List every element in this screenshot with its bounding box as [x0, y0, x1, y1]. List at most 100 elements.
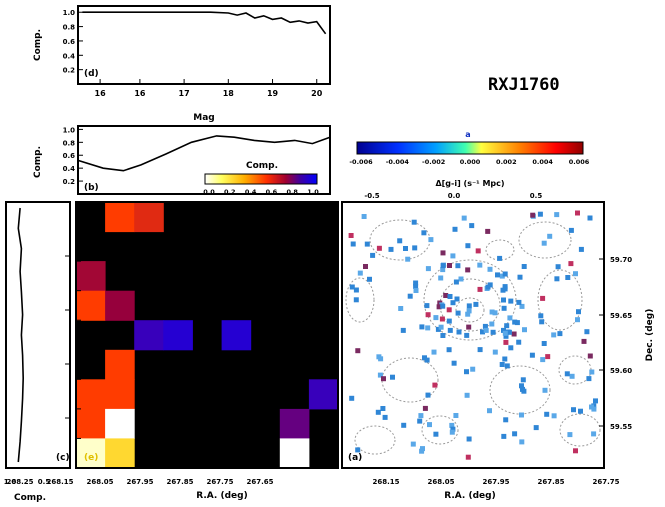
galaxy-point [440, 303, 446, 309]
scatter-xtick-label: 267.85 [537, 478, 564, 486]
galaxy-point [485, 228, 491, 234]
top-ytick-label: 0.4 [63, 52, 76, 60]
galaxy-point [350, 241, 356, 247]
density-contour [439, 278, 501, 332]
galaxy-point [466, 324, 472, 330]
galaxy-point [540, 357, 546, 363]
galaxy-point [499, 362, 505, 367]
density-contour [559, 413, 601, 447]
galaxy-point [520, 377, 526, 383]
scatter-frame [341, 201, 605, 469]
galaxy-point [449, 429, 455, 435]
heatmap-cell [105, 290, 135, 321]
galaxy-point [551, 332, 557, 338]
galaxy-point [545, 354, 551, 360]
galaxy-point [461, 215, 467, 221]
galaxy-point [440, 250, 446, 256]
galaxy-point [521, 388, 527, 394]
scatter-xlabel: R.A. (deg) [444, 491, 495, 501]
galaxy-point [487, 408, 492, 414]
galaxy-point [440, 333, 446, 338]
galaxy-point [349, 395, 355, 401]
density-contour [421, 415, 459, 445]
galaxy-point [348, 233, 354, 238]
galaxy-point [519, 439, 525, 445]
galaxy-point [361, 214, 367, 219]
galaxy-point [568, 261, 574, 267]
galaxy-point [537, 211, 543, 217]
left-completeness-line [17, 207, 25, 463]
galaxy-point [453, 279, 459, 285]
galaxy-point [438, 324, 444, 330]
galaxy-point [565, 275, 571, 280]
mid-ytick-label: 0.6 [63, 152, 76, 160]
top-xtick-label: 18 [223, 89, 235, 98]
galaxy-point [489, 321, 495, 327]
galaxy-point [489, 309, 495, 315]
galaxy-point [544, 411, 550, 417]
galaxy-point [357, 270, 363, 276]
galaxy-point [573, 448, 578, 454]
heatmap-colorbar: Comp. 0.0 0.2 0.4 0.6 0.8 1.0 [203, 161, 319, 196]
delta-colorbar-tick: 0.002 [496, 158, 517, 166]
heatmap-cell [279, 408, 310, 439]
galaxy-point [557, 331, 563, 337]
galaxy-point [436, 304, 442, 310]
delta-colorbar-tick: -0.004 [386, 158, 410, 166]
heatmap-colorbar-tick: 0.8 [286, 188, 298, 196]
galaxy-point [497, 255, 503, 261]
galaxy-point [502, 356, 508, 362]
scatter-ylabel: Dec. (deg) [645, 309, 655, 362]
heatmap-cell [105, 349, 135, 380]
galaxy-point [425, 325, 431, 331]
galaxy-point [355, 348, 361, 354]
galaxy-point [501, 305, 507, 311]
galaxy-point [424, 303, 430, 309]
galaxy-point [440, 263, 446, 269]
density-contour [354, 425, 396, 455]
galaxy-point [449, 422, 455, 428]
heatmap-cell [105, 408, 135, 439]
top-xtick-label: 16 [134, 89, 146, 98]
scatter-top-xtick-label: -0.5 [364, 192, 379, 200]
heatmap-cell [134, 202, 164, 233]
galaxy-point [450, 426, 456, 432]
galaxy-point [516, 339, 522, 345]
galaxy-point [411, 219, 417, 225]
galaxy-point [508, 298, 514, 304]
galaxy-point [469, 223, 475, 229]
heatmap-cell [105, 438, 135, 469]
scatter-ytick-label: 59.60 [610, 367, 632, 375]
galaxy-point [410, 441, 416, 447]
delta-colorbar-tick: 0.006 [569, 158, 590, 166]
galaxy-point [456, 329, 462, 335]
heatmap-xtick-label: 267.95 [126, 478, 153, 486]
galaxy-point [452, 226, 458, 232]
galaxy-point [425, 266, 431, 272]
heatmap-colorbar-tick: 0.0 [203, 188, 215, 196]
galaxy-point [450, 300, 456, 306]
galaxy-point [512, 431, 518, 437]
galaxy-point [349, 284, 355, 290]
galaxy-point [503, 339, 509, 345]
galaxy-point [589, 404, 594, 410]
galaxy-point [432, 382, 438, 388]
top-ytick-label: 1.0 [63, 9, 76, 17]
galaxy-point [581, 338, 587, 344]
scatter-xtick-label: 267.95 [482, 478, 509, 486]
heatmap-panel-tag: (e) [84, 453, 98, 463]
galaxy-point [503, 333, 509, 339]
left-xtick-label: 0.5 [38, 478, 51, 486]
completeness-vs-dec-panel: (c) Comp. 1.0 0.5 [4, 201, 71, 503]
delta-colorbar-tick: 0.004 [532, 158, 553, 166]
galaxy-point [451, 360, 457, 366]
galaxy-point [587, 215, 593, 221]
heatmap-xtick-label: 267.65 [246, 478, 273, 486]
galaxy-point [554, 276, 560, 282]
heatmap-xtick-label: 268.15 [46, 478, 73, 486]
galaxy-point [382, 414, 388, 420]
scatter-ytick-label: 59.55 [610, 423, 632, 431]
completeness-vs-mag-panel: (d) Comp. Mag 16 16 17 18 19 20 1.0 0.8 0.6 0.4 0.… [33, 5, 331, 123]
galaxy-point [453, 413, 459, 418]
galaxy-point [466, 308, 472, 314]
